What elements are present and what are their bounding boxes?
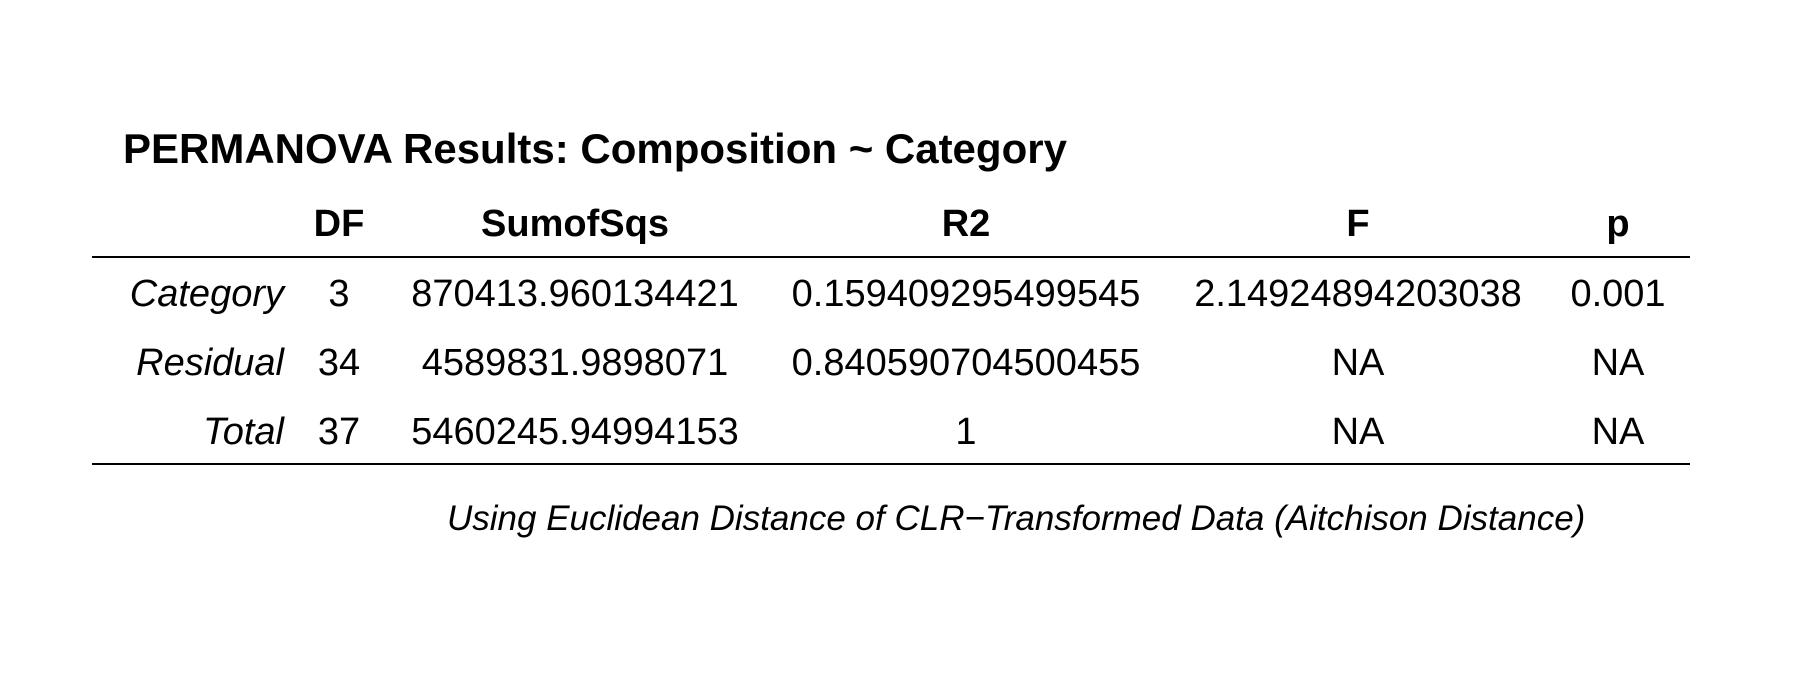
table-title: PERMANOVA Results: Composition ~ Categor…: [123, 125, 1067, 172]
table-cell: 0.840590704500455: [791, 342, 1141, 384]
column-header-f: F: [1346, 203, 1370, 245]
table-cell: 2.14924894203038: [1194, 273, 1522, 315]
table-cell: 0.001: [1570, 273, 1666, 315]
table-cell: NA: [1591, 411, 1645, 453]
table-cell: NA: [1331, 342, 1385, 384]
table-cell: 37: [317, 411, 361, 453]
column-header-df: DF: [313, 203, 365, 245]
table-cell: 870413.960134421: [411, 273, 739, 315]
row-label-residual: Residual: [136, 342, 284, 384]
table-bottom-rule: [92, 463, 1690, 465]
column-header-p: p: [1606, 203, 1630, 245]
column-header-sumofsqs: SumofSqs: [481, 203, 669, 245]
table-cell: 0.159409295499545: [791, 273, 1141, 315]
table-cell: NA: [1331, 411, 1385, 453]
table-cell: NA: [1591, 342, 1645, 384]
row-label-category: Category: [129, 273, 284, 315]
table-caption: Using Euclidean Distance of CLR−Transfor…: [447, 499, 1586, 538]
table-cell: 4589831.9898071: [421, 342, 729, 384]
table-cell: 1: [955, 411, 977, 453]
row-label-total: Total: [203, 411, 284, 453]
table-cell: 3: [328, 273, 350, 315]
table-cell: 5460245.94994153: [411, 411, 739, 453]
column-header-r2: R2: [941, 203, 991, 245]
table-top-rule: [92, 256, 1690, 258]
table-cell: 34: [317, 342, 361, 384]
